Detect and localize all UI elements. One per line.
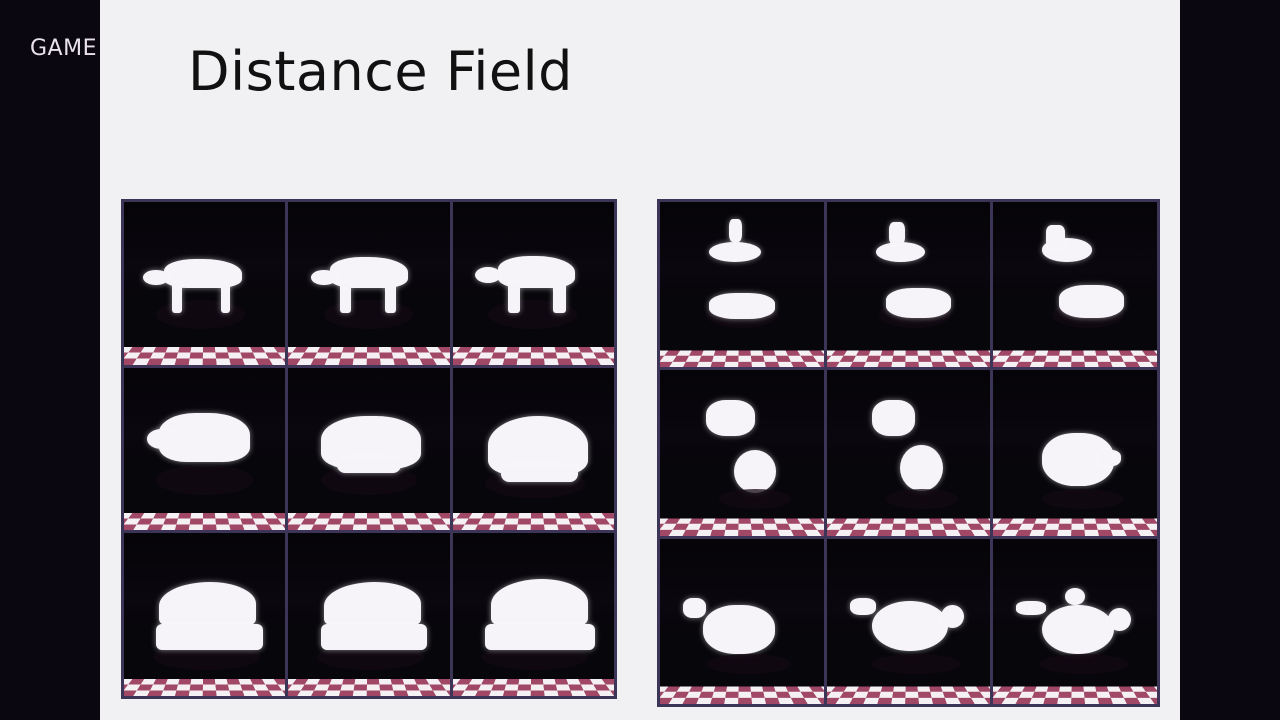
checker-floor [993,350,1157,367]
checker-floor [993,518,1157,535]
cow-head [311,270,337,285]
shadow [872,654,960,674]
ground-blob [886,288,951,318]
right-sidebar [1180,0,1280,720]
checker-floor [827,687,991,704]
teapot-lid [1065,588,1085,605]
shadow [719,489,791,509]
cow-iron-frame [453,202,614,365]
teapot-frame [993,370,1157,535]
morph-base [337,457,402,473]
checker-floor [827,518,991,535]
morph-head [147,429,176,449]
iron-base [485,624,595,650]
cow-iron-frame [453,533,614,696]
checker-floor [288,347,449,364]
cow-iron-frame [124,368,285,531]
teapot-frame [827,202,991,367]
iron-handle [324,582,421,628]
teapot-frame [993,202,1157,367]
floating-disc [709,242,761,262]
checker-floor [660,350,824,367]
brand-label: GAME [30,36,97,61]
iron-base [321,624,427,650]
teapot-spout [1098,450,1121,467]
figure-teapot-morph [657,199,1160,707]
morph-base [501,465,578,481]
shadow [1039,654,1127,674]
figure-cow-iron-morph [121,199,617,699]
checker-floor [993,687,1157,704]
left-sidebar: GAME [0,0,100,720]
checker-floor [124,347,285,364]
cow-iron-frame [124,202,285,365]
checker-floor [660,687,824,704]
teapot-frame [993,539,1157,704]
shadow [706,654,791,674]
floating-stem [889,222,905,245]
checker-floor [827,350,991,367]
cow-iron-frame [124,533,285,696]
cow-leg [508,283,521,312]
teapot-frame [827,539,991,704]
checker-floor [453,513,614,530]
iron-handle [159,582,256,628]
floating-shape [706,400,755,436]
checker-floor [660,518,824,535]
iron-base [156,624,262,650]
cow-leg [553,283,566,312]
ground-shape [734,450,777,493]
teapot-handle [941,605,964,628]
teapot-frame [827,370,991,535]
floating-shape [872,400,915,436]
checker-floor [288,679,449,696]
ground-shape [900,445,943,491]
checker-floor [124,679,285,696]
teapot-body [1042,605,1114,655]
teapot-spout [683,598,706,618]
checker-floor [453,679,614,696]
slide: Distance Field [100,0,1180,720]
cow-leg [172,283,182,312]
teapot-frame [660,539,824,704]
cow-leg [221,283,231,312]
teapot-spout [1016,601,1045,614]
cow-iron-frame [288,202,449,365]
cow-leg [385,283,396,312]
checker-floor [124,513,285,530]
cow-iron-frame [288,368,449,531]
slide-title: Distance Field [188,40,573,103]
teapot-frame [660,370,824,535]
checker-floor [453,347,614,364]
teapot-body [703,605,775,655]
cow-iron-frame [453,368,614,531]
shadow [156,465,253,494]
shadow [886,489,958,509]
shadow [1042,489,1124,509]
ground-blob [1059,285,1124,318]
shadow [156,300,245,329]
teapot-spout [850,598,876,615]
cow-iron-frame [288,533,449,696]
shadow [324,300,413,329]
checker-floor [288,513,449,530]
floating-stem [1046,225,1066,248]
teapot-handle [1108,608,1131,631]
teapot-frame [660,202,824,367]
teapot-body [872,601,947,651]
cow-leg [340,283,351,312]
cow-head [143,270,169,285]
ground-blob [709,293,774,319]
floating-stem [729,219,742,242]
iron-handle [491,579,588,628]
